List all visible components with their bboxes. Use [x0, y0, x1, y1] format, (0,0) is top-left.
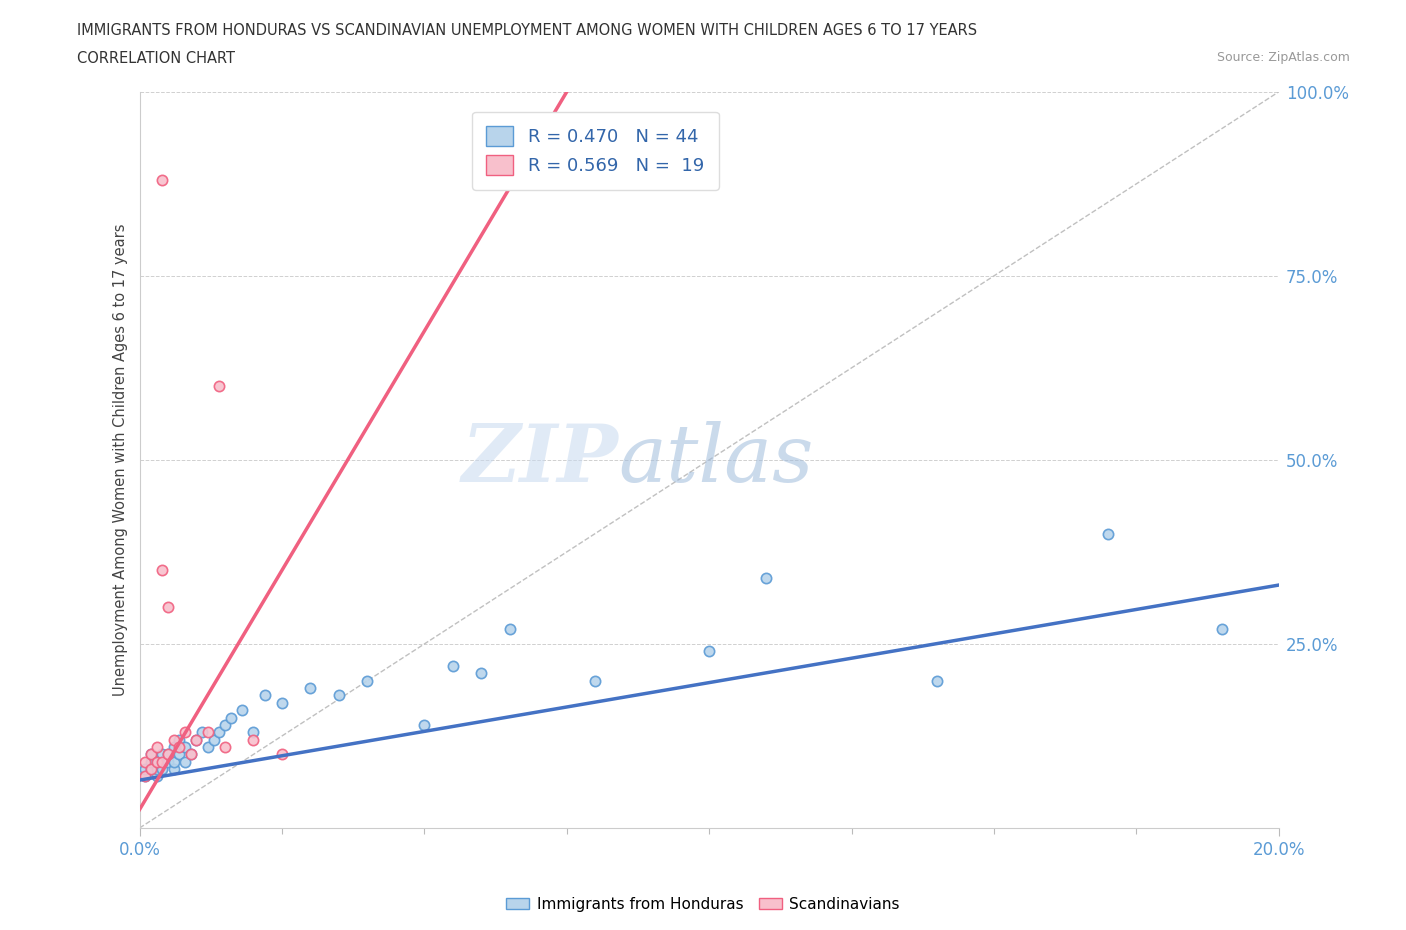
- Point: [139, 762, 162, 777]
- Point: [180, 747, 202, 762]
- Point: [242, 732, 264, 747]
- Point: [197, 739, 219, 754]
- Point: [150, 754, 173, 769]
- Y-axis label: Unemployment Among Women with Children Ages 6 to 17 years: Unemployment Among Women with Children A…: [114, 223, 128, 697]
- Point: [163, 762, 186, 777]
- Point: [169, 747, 191, 762]
- Point: [242, 724, 264, 739]
- Point: [231, 703, 253, 718]
- Text: atlas: atlas: [619, 421, 814, 498]
- Text: IMMIGRANTS FROM HONDURAS VS SCANDINAVIAN UNEMPLOYMENT AMONG WOMEN WITH CHILDREN : IMMIGRANTS FROM HONDURAS VS SCANDINAVIAN…: [77, 23, 977, 38]
- Point: [697, 644, 720, 658]
- Point: [139, 762, 162, 777]
- Point: [441, 658, 464, 673]
- Point: [253, 688, 276, 703]
- Point: [163, 739, 186, 754]
- Point: [413, 717, 436, 732]
- Text: CORRELATION CHART: CORRELATION CHART: [77, 51, 235, 66]
- Text: ZIP: ZIP: [461, 421, 619, 498]
- Point: [299, 681, 322, 696]
- Point: [145, 754, 167, 769]
- Point: [174, 754, 197, 769]
- Point: [139, 754, 162, 769]
- Point: [202, 732, 225, 747]
- Point: [145, 739, 167, 754]
- Point: [139, 747, 162, 762]
- Point: [174, 739, 197, 754]
- Point: [134, 769, 156, 784]
- Point: [186, 732, 208, 747]
- Point: [169, 739, 191, 754]
- Point: [219, 711, 242, 725]
- Point: [356, 673, 378, 688]
- Point: [191, 724, 214, 739]
- Point: [139, 747, 162, 762]
- Point: [755, 570, 778, 585]
- Point: [134, 762, 156, 777]
- Point: [470, 666, 492, 681]
- Point: [180, 747, 202, 762]
- Point: [169, 732, 191, 747]
- Point: [145, 754, 167, 769]
- Point: [156, 747, 179, 762]
- Legend: Immigrants from Honduras, Scandinavians: Immigrants from Honduras, Scandinavians: [501, 891, 905, 918]
- Point: [150, 563, 173, 578]
- Point: [925, 673, 948, 688]
- Point: [150, 762, 173, 777]
- Point: [163, 754, 186, 769]
- Point: [150, 747, 173, 762]
- Point: [174, 724, 197, 739]
- Point: [208, 379, 231, 393]
- Point: [156, 754, 179, 769]
- Point: [583, 673, 606, 688]
- Point: [328, 688, 350, 703]
- Point: [145, 762, 167, 777]
- Legend: R = 0.470   N = 44, R = 0.569   N =  19: R = 0.470 N = 44, R = 0.569 N = 19: [472, 112, 718, 190]
- Point: [208, 724, 231, 739]
- Point: [214, 739, 236, 754]
- Point: [271, 696, 294, 711]
- Point: [163, 732, 186, 747]
- Point: [150, 173, 173, 188]
- Point: [1097, 526, 1119, 541]
- Point: [499, 622, 522, 637]
- Point: [1211, 622, 1233, 637]
- Point: [186, 732, 208, 747]
- Point: [134, 754, 156, 769]
- Point: [271, 747, 294, 762]
- Point: [214, 717, 236, 732]
- Text: Source: ZipAtlas.com: Source: ZipAtlas.com: [1216, 51, 1350, 64]
- Point: [197, 724, 219, 739]
- Point: [134, 769, 156, 784]
- Point: [156, 600, 179, 615]
- Point: [145, 769, 167, 784]
- Point: [156, 747, 179, 762]
